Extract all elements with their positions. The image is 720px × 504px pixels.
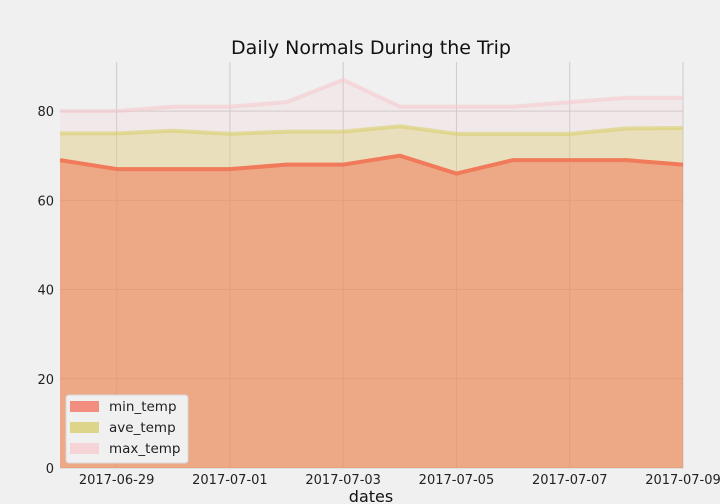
x-axis-ticks: 2017-06-29 2017-07-01 2017-07-03 2017-07-05… — [79, 473, 720, 488]
line-min-temp — [59, 153, 684, 176]
line-max-temp — [60, 77, 683, 114]
area-min-temp — [60, 155, 683, 468]
legend-label-max-temp: max_temp — [109, 441, 180, 457]
legend-swatch-ave-temp — [70, 422, 99, 433]
x-tick-label-2017-07-07: 2017-07-07 — [532, 473, 608, 488]
legend-label-ave-temp: ave_temp — [109, 420, 176, 436]
legend-swatch-min-temp — [70, 401, 99, 412]
chart-title: Daily Normals During the Trip — [231, 37, 511, 59]
line-ave-temp — [60, 124, 684, 136]
x-tick-label-2017-06-29: 2017-06-29 — [79, 473, 155, 488]
x-tick-label-2017-07-05: 2017-07-05 — [419, 473, 495, 488]
y-tick-label-60: 60 — [37, 194, 54, 209]
legend: min_temp ave_temp max_temp — [65, 394, 189, 464]
x-tick-label-2017-07-01: 2017-07-01 — [192, 473, 268, 488]
x-axis-label: dates — [349, 487, 393, 504]
x-tick-label-2017-07-03: 2017-07-03 — [305, 473, 381, 488]
y-axis-ticks: 0 20 40 60 80 — [37, 105, 54, 477]
y-tick-label-80: 80 — [37, 105, 54, 120]
series-areas — [60, 79, 683, 468]
y-tick-label-20: 20 — [37, 373, 54, 388]
series-lines — [59, 77, 684, 176]
legend-label-min-temp: min_temp — [109, 399, 177, 415]
y-tick-label-0: 0 — [46, 462, 54, 477]
x-tick-label-2017-07-09: 2017-07-09 — [645, 473, 720, 488]
legend-swatch-max-temp — [70, 443, 99, 454]
y-tick-label-40: 40 — [37, 284, 54, 299]
